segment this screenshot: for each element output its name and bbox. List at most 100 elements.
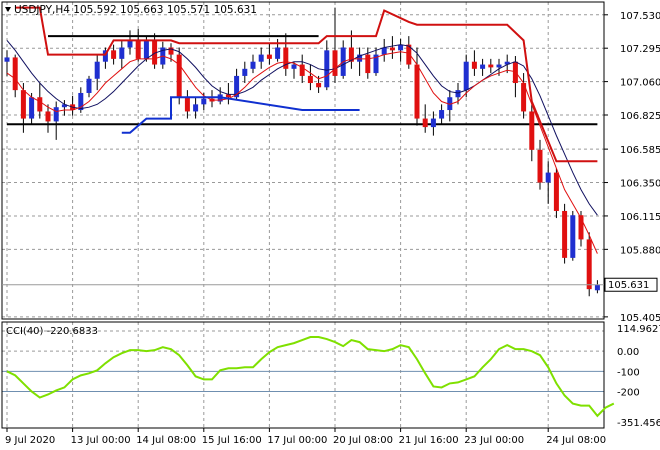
cci-tick-label: -100 <box>617 367 640 378</box>
candle-body <box>266 54 272 59</box>
current-price-tag <box>604 277 658 292</box>
current-price-line: 105.631 <box>2 277 658 292</box>
channel-upper-line <box>15 6 598 163</box>
cci-grid <box>2 322 604 428</box>
cci-axis: 114.9627 0.00 -100 -200 -351.4568 <box>617 324 660 429</box>
candle-body <box>586 239 592 290</box>
candle-body <box>578 215 584 240</box>
candle-body <box>537 149 543 183</box>
candle-body <box>258 54 264 62</box>
candle-body <box>20 90 26 119</box>
candle-body <box>283 47 289 69</box>
candle-body <box>488 64 494 68</box>
channel-lines <box>15 6 598 163</box>
candle-body <box>53 107 59 122</box>
time-tick-label: 20 Jul 08:00 <box>333 435 393 446</box>
candle-body <box>143 40 149 59</box>
main-plot-border <box>1 1 605 320</box>
candle-body <box>61 104 67 108</box>
price-tick-label: 105.405 <box>620 313 660 324</box>
candle-body <box>480 64 486 69</box>
candle-body <box>471 61 477 69</box>
candle-body <box>94 61 100 79</box>
time-tick-label: 17 Jul 00:00 <box>267 435 327 446</box>
candle-body <box>357 54 363 62</box>
candle-body <box>78 92 84 111</box>
candle-body <box>119 47 125 59</box>
price-axis: 107.530 107.295 107.060 106.825 106.585 106.3… <box>604 11 660 324</box>
candle-body <box>553 172 559 211</box>
candle-body <box>316 83 322 88</box>
candle-body <box>275 47 281 59</box>
cci-tick-label: 0.00 <box>617 347 639 358</box>
ma-slow-line <box>6 40 598 216</box>
candle-body <box>12 57 18 91</box>
candle-body <box>447 97 453 111</box>
candle-body <box>389 47 395 51</box>
price-tick-label: 106.350 <box>620 179 660 190</box>
candle-body <box>86 78 92 93</box>
candle-body <box>37 97 43 112</box>
candle-body <box>184 97 190 112</box>
candle-body <box>4 57 10 62</box>
candle-body <box>562 210 568 258</box>
candle-body <box>496 64 502 68</box>
candle-body <box>332 50 338 76</box>
candle-body <box>127 40 133 48</box>
price-tick-label: 105.880 <box>620 245 660 256</box>
candle-body <box>463 61 469 91</box>
price-tick-label: 107.295 <box>620 44 660 55</box>
candle-body <box>102 50 108 62</box>
cci-line <box>6 336 615 418</box>
candle-body <box>242 68 248 76</box>
candle-body <box>504 61 510 65</box>
candle-body <box>176 54 182 98</box>
price-tick-label: 106.115 <box>620 212 660 223</box>
candle-body <box>201 98 207 105</box>
candle-body <box>324 50 330 88</box>
price-tick-label: 106.585 <box>620 145 660 156</box>
candle-body <box>365 54 371 74</box>
candle-body <box>299 64 305 76</box>
time-tick-label: 24 Jul 08:00 <box>546 435 606 446</box>
current-price-label: 105.631 <box>608 280 649 291</box>
time-axis: 9 Jul 2020 13 Jul 00:00 14 Jul 08:00 15 Jul… <box>5 428 606 446</box>
chart-header: USDJPY,H4 105.592 105.663 105.571 105.63… <box>5 4 257 16</box>
price-tick-label: 107.060 <box>620 78 660 89</box>
candle-body <box>45 111 51 122</box>
time-tick-label: 9 Jul 2020 <box>5 435 55 446</box>
time-tick-label: 15 Jul 16:00 <box>202 435 262 446</box>
candle-body <box>135 40 141 59</box>
candle-body <box>545 172 551 183</box>
candle-body <box>406 44 412 65</box>
candle-body <box>455 90 461 98</box>
candle-body <box>348 47 354 62</box>
triangle-down-icon[interactable] <box>5 7 11 12</box>
cci-tick-label: -200 <box>617 387 640 398</box>
candle-body <box>307 75 313 84</box>
time-tick-label: 21 Jul 16:00 <box>399 435 459 446</box>
candle-body <box>570 215 576 258</box>
time-tick-label: 23 Jul 00:00 <box>464 435 524 446</box>
candle-body <box>373 54 379 74</box>
main-grid <box>2 2 604 319</box>
candle-body <box>521 83 527 112</box>
candle-body <box>29 97 35 119</box>
time-tick-label: 13 Jul 00:00 <box>71 435 131 446</box>
cci-polyline <box>6 336 615 418</box>
cci-tick-label: -351.4568 <box>617 418 660 429</box>
cci-plot-border <box>1 321 605 429</box>
candle-body <box>430 118 436 128</box>
symbol-header: USDJPY,H4 105.592 105.663 105.571 105.63… <box>14 4 257 16</box>
candle-body <box>291 64 297 69</box>
candle-body <box>414 64 420 119</box>
candle-body <box>422 118 428 128</box>
moving-averages <box>6 40 598 254</box>
candle-body <box>529 111 535 150</box>
ma-fast-line <box>6 51 598 254</box>
horizontal-lines <box>7 35 598 126</box>
candle-body <box>193 104 199 112</box>
price-tick-label: 106.825 <box>620 111 660 122</box>
